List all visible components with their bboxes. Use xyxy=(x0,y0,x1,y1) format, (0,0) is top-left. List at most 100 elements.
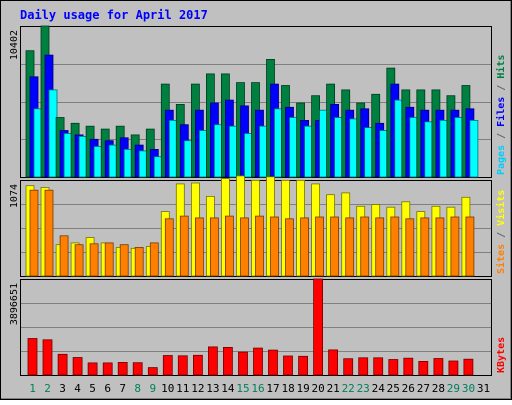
bar-sites-day-12 xyxy=(194,217,204,277)
bar-kbytes-day-27 xyxy=(418,360,429,376)
x-tick-label-day-8: 8 xyxy=(134,382,141,395)
bar-kbytes-day-10 xyxy=(162,355,173,376)
x-tick-label-day-14: 14 xyxy=(221,382,235,395)
bar-sites-day-28 xyxy=(435,217,445,277)
panel-0-series-label-part-4: Hits xyxy=(495,55,507,79)
bar-sites-day-21 xyxy=(330,216,340,277)
bar-sites-day-19 xyxy=(300,217,310,277)
bar-kbytes-day-17 xyxy=(268,349,278,376)
bar-sites-day-16 xyxy=(255,215,264,277)
x-tick-label-day-25: 25 xyxy=(387,382,400,395)
bar-sites-day-10 xyxy=(164,218,174,277)
bar-kbytes-day-16 xyxy=(253,347,263,376)
bar-kbytes-day-12 xyxy=(192,354,203,376)
x-tick-label-day-26: 26 xyxy=(402,382,415,395)
bar-sites-day-23 xyxy=(360,216,370,277)
bar-sites-day-27 xyxy=(420,217,430,277)
bar-kbytes-day-22 xyxy=(343,358,354,376)
x-tick-label-day-21: 21 xyxy=(327,382,340,395)
bar-sites-day-11 xyxy=(179,215,189,277)
bar-kbytes-day-8 xyxy=(132,362,143,376)
x-tick-label-day-29: 29 xyxy=(447,382,460,395)
panel-1-ymax-label: 1074 xyxy=(9,184,20,208)
bar-sites-day-29 xyxy=(450,216,460,277)
bar-sites-day-4 xyxy=(74,244,84,277)
panel-2-series-label: KBytes xyxy=(496,337,507,373)
bar-sites-day-22 xyxy=(345,217,355,277)
bar-kbytes-day-20 xyxy=(313,278,324,376)
bar-kbytes-day-30 xyxy=(463,358,474,376)
bar-kbytes-day-2 xyxy=(42,339,53,376)
x-tick-label-day-6: 6 xyxy=(104,382,111,395)
x-tick-label-day-11: 11 xyxy=(176,382,189,395)
bar-sites-day-20 xyxy=(315,216,325,277)
bar-sites-day-17 xyxy=(270,216,279,277)
bar-sites-day-25 xyxy=(390,216,400,277)
bar-sites-day-14 xyxy=(224,215,234,277)
bar-kbytes-day-25 xyxy=(388,359,399,376)
x-tick-label-day-1: 1 xyxy=(29,382,36,395)
x-tick-label-day-15: 15 xyxy=(236,382,249,395)
x-tick-label-day-23: 23 xyxy=(357,382,370,395)
x-tick-label-day-3: 3 xyxy=(59,382,66,395)
x-tick-label-day-4: 4 xyxy=(74,382,81,395)
x-tick-label-day-28: 28 xyxy=(432,382,445,395)
bar-kbytes-day-24 xyxy=(373,357,384,376)
x-tick-label-day-24: 24 xyxy=(372,382,386,395)
x-tick-label-day-31: 31 xyxy=(477,382,490,395)
x-tick-label-day-27: 27 xyxy=(417,382,430,395)
bar-sites-day-6 xyxy=(104,242,114,277)
bar-kbytes-day-9 xyxy=(147,367,158,376)
bar-kbytes-day-14 xyxy=(222,346,233,376)
bar-kbytes-day-3 xyxy=(57,353,68,376)
bar-sites-day-26 xyxy=(405,218,415,277)
bar-sites-day-24 xyxy=(375,217,385,277)
bar-sites-day-13 xyxy=(209,217,219,277)
panel-0-series-label-part-2: Files xyxy=(495,97,507,127)
panel-1-series-label: Sites / Visits xyxy=(495,190,507,274)
bar-kbytes-day-1 xyxy=(27,338,38,376)
x-tick-label-day-13: 13 xyxy=(206,382,219,395)
bar-sites-day-18 xyxy=(285,218,294,277)
x-tick-label-day-30: 30 xyxy=(462,382,475,395)
x-tick-label-day-19: 19 xyxy=(296,382,309,395)
bar-kbytes-day-5 xyxy=(87,362,98,376)
x-tick-label-day-9: 9 xyxy=(149,382,156,395)
bar-kbytes-day-18 xyxy=(283,355,293,376)
bar-pages-day-30 xyxy=(469,120,479,178)
bar-kbytes-day-29 xyxy=(448,360,459,376)
panel-1-series-label-part-0: Sites xyxy=(495,244,507,274)
bar-kbytes-day-28 xyxy=(433,358,444,376)
x-tick-label-day-12: 12 xyxy=(191,382,204,395)
x-tick-label-day-22: 22 xyxy=(342,382,355,395)
x-tick-label-day-2: 2 xyxy=(44,382,51,395)
bar-sites-day-30 xyxy=(465,216,475,277)
bar-kbytes-day-15 xyxy=(238,351,248,376)
bar-sites-day-1 xyxy=(29,189,39,277)
x-tick-label-day-20: 20 xyxy=(311,382,324,395)
bar-kbytes-day-19 xyxy=(298,355,309,376)
x-tick-label-day-5: 5 xyxy=(89,382,96,395)
panel-0-ymax-label: 10402 xyxy=(9,30,20,60)
x-tick-label-day-7: 7 xyxy=(119,382,126,395)
panel-0-series-label: Pages / Files / Hits xyxy=(495,55,507,175)
panel-1-series-label-part-1: / xyxy=(496,226,507,244)
bar-sites-day-2 xyxy=(44,189,54,277)
x-tick-label-day-18: 18 xyxy=(281,382,294,395)
bar-sites-day-15 xyxy=(240,217,249,277)
bar-kbytes-day-4 xyxy=(72,357,83,376)
bar-kbytes-day-11 xyxy=(177,355,188,376)
x-tick-label-day-10: 10 xyxy=(161,382,174,395)
bar-kbytes-day-26 xyxy=(403,357,414,376)
panel-0-series-label-part-0: Pages xyxy=(496,145,507,175)
panel-2-series-label-part-0: KBytes xyxy=(496,337,507,373)
bar-sites-day-9 xyxy=(149,242,159,277)
bar-sites-day-8 xyxy=(134,246,144,277)
panel-1-series-label-part-2: Visits xyxy=(495,190,507,226)
x-tick-label-day-16: 16 xyxy=(251,382,264,395)
panel-2-ymax-label: 3896651 xyxy=(9,283,20,325)
x-tick-label-day-17: 17 xyxy=(266,382,279,395)
